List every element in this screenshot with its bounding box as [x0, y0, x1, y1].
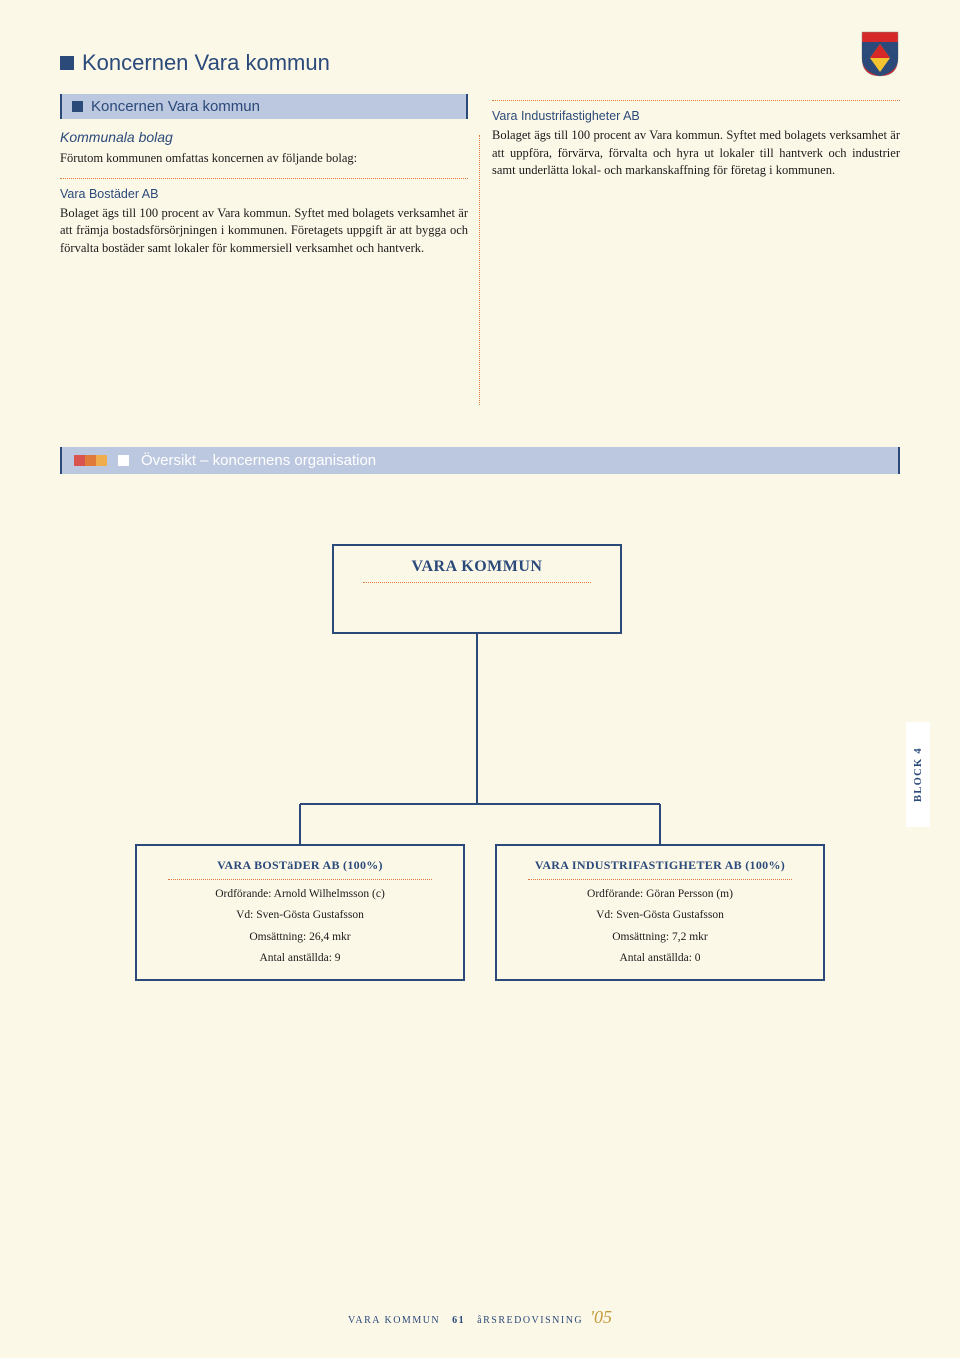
color-square-icon: [118, 455, 129, 466]
page-title: Koncernen Vara kommun: [82, 50, 330, 76]
org-detail: Ordförande: Arnold Wilhelmsson (c): [153, 886, 447, 903]
intro-text: Förutom kommunen omfattas koncernen av f…: [60, 150, 468, 168]
org-parent-title: VARA KOMMUN: [350, 558, 604, 576]
footer-year: '05: [590, 1307, 612, 1327]
body-text: Bolaget ägs till 100 procent av Vara kom…: [492, 127, 900, 180]
color-square-icon: [85, 455, 96, 466]
org-chart: VARA KOMMUN VARA BOSTäDER AB (100%) Ordf…: [80, 514, 880, 1034]
footer-right: åRSREDOVISNING: [477, 1315, 583, 1326]
color-square-icon: [107, 455, 118, 466]
section-heading: Kommunala bolag: [60, 129, 468, 145]
left-column: Koncernen Vara kommun Kommunala bolag Fö…: [60, 94, 468, 267]
org-detail: Ordförande: Göran Persson (m): [513, 886, 807, 903]
page-title-row: Koncernen Vara kommun: [60, 50, 900, 76]
org-detail: Omsättning: 7,2 mkr: [513, 929, 807, 946]
org-child-title: VARA INDUSTRIFASTIGHETER AB (100%): [513, 858, 807, 873]
dotted-divider: [363, 582, 592, 583]
color-square-icon: [96, 455, 107, 466]
company-name: Vara Industrifastigheter AB: [492, 109, 900, 123]
org-detail: Antal anställda: 9: [153, 950, 447, 967]
right-column: Vara Industrifastigheter AB Bolaget ägs …: [492, 94, 900, 267]
org-detail: Vd: Sven-Gösta Gustafsson: [153, 907, 447, 924]
dotted-divider: [528, 879, 793, 880]
side-tab-label: BLOCK 4: [913, 747, 924, 802]
company-name: Vara Bostäder AB: [60, 187, 468, 201]
footer-left: VARA KOMMUN: [348, 1315, 440, 1326]
content-columns: Koncernen Vara kommun Kommunala bolag Fö…: [60, 94, 900, 267]
dotted-divider: [168, 879, 433, 880]
square-bullet-icon: [60, 56, 74, 70]
org-child-title: VARA BOSTäDER AB (100%): [153, 858, 447, 873]
body-text: Bolaget ägs till 100 procent av Vara kom…: [60, 205, 468, 258]
sub-header-bar: Koncernen Vara kommun: [60, 94, 468, 119]
dotted-divider: [60, 178, 468, 179]
org-node-left: VARA BOSTäDER AB (100%) Ordförande: Arno…: [135, 844, 465, 981]
side-tab: BLOCK 4: [906, 722, 930, 827]
sub-header-text: Koncernen Vara kommun: [91, 98, 260, 115]
org-node-right: VARA INDUSTRIFASTIGHETER AB (100%) Ordfö…: [495, 844, 825, 981]
color-square-icon: [74, 455, 85, 466]
column-divider: [479, 135, 480, 405]
color-squares: [74, 455, 129, 466]
square-bullet-icon: [72, 101, 83, 112]
org-detail: Antal anställda: 0: [513, 950, 807, 967]
org-detail: Vd: Sven-Gösta Gustafsson: [513, 907, 807, 924]
dotted-divider: [492, 100, 900, 101]
org-node-parent: VARA KOMMUN: [332, 544, 622, 634]
org-detail: Omsättning: 26,4 mkr: [153, 929, 447, 946]
crest-icon: [860, 30, 900, 78]
page-number: 61: [452, 1315, 465, 1326]
overview-title: Översikt – koncernens organisation: [141, 452, 376, 469]
page-footer: VARA KOMMUN 61 åRSREDOVISNING '05: [0, 1307, 960, 1328]
overview-bar: Översikt – koncernens organisation: [60, 447, 900, 474]
